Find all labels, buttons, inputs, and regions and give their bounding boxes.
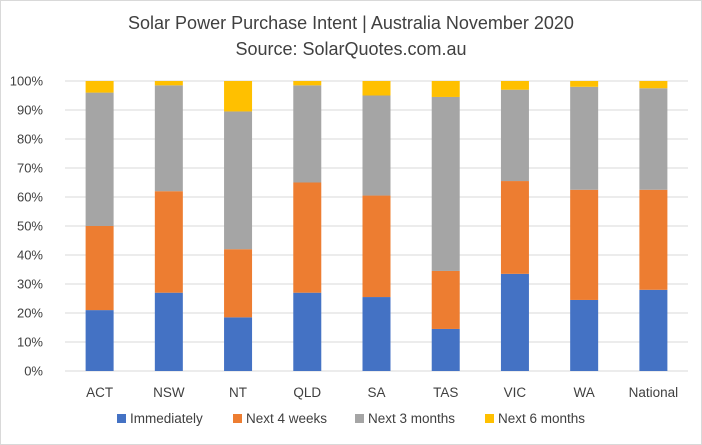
- bar-act-next-3-months: [85, 92, 114, 226]
- category-label: ACT: [86, 385, 113, 400]
- category-label: NT: [229, 385, 247, 400]
- category-label: NSW: [153, 385, 185, 400]
- bar-act-next-4-weeks: [85, 226, 114, 311]
- bar-vic-next-6-months: [500, 81, 529, 90]
- bar-nt-immediately: [224, 317, 253, 371]
- legend-label: Next 6 months: [498, 411, 585, 426]
- bar-wa-immediately: [570, 299, 599, 371]
- legend-swatch: [117, 414, 126, 423]
- bar-sa-next-6-months: [362, 81, 391, 96]
- category-label: SA: [367, 385, 385, 400]
- bar-tas-next-4-weeks: [431, 270, 460, 329]
- bar-nt-next-4-weeks: [224, 249, 253, 318]
- y-tick-label: 30%: [17, 277, 43, 292]
- bar-national-next-6-months: [639, 81, 668, 89]
- bar-national-immediately: [639, 289, 668, 371]
- bar-nt-next-6-months: [224, 81, 253, 112]
- bar-wa-next-3-months: [570, 86, 599, 190]
- bar-act-immediately: [85, 310, 114, 371]
- bar-nsw-next-3-months: [154, 85, 183, 192]
- y-tick-label: 0%: [24, 364, 43, 379]
- bar-qld-next-3-months: [293, 85, 322, 183]
- bar-nsw-next-4-weeks: [154, 191, 183, 293]
- bar-vic-immediately: [500, 273, 529, 371]
- bar-act-next-6-months: [85, 81, 114, 93]
- bar-national-next-4-weeks: [639, 189, 668, 290]
- legend-label: Immediately: [130, 411, 203, 426]
- y-axis-ticks: 0% 10% 20% 30% 40% 50% 60% 70% 80% 90% 100%: [10, 74, 44, 379]
- y-tick-label: 70%: [17, 161, 43, 176]
- chart-subtitle: Source: SolarQuotes.com.au: [235, 39, 466, 59]
- bar-wa-next-6-months: [570, 81, 599, 87]
- y-tick-label: 60%: [17, 190, 43, 205]
- y-tick-label: 20%: [17, 306, 43, 321]
- legend-label: Next 4 weeks: [246, 411, 327, 426]
- category-label: WA: [574, 385, 595, 400]
- bars: [85, 81, 668, 371]
- y-tick-label: 100%: [10, 74, 44, 89]
- bar-nsw-immediately: [154, 292, 183, 371]
- bar-sa-next-4-weeks: [362, 195, 391, 298]
- y-tick-label: 40%: [17, 248, 43, 263]
- bar-qld-immediately: [293, 292, 322, 371]
- bar-wa-next-4-weeks: [570, 189, 599, 300]
- category-label: QLD: [293, 385, 321, 400]
- category-label: TAS: [433, 385, 458, 400]
- bar-vic-next-4-weeks: [500, 181, 529, 274]
- y-tick-label: 80%: [17, 132, 43, 147]
- bar-nt-next-3-months: [224, 111, 253, 250]
- category-label: National: [629, 385, 679, 400]
- category-label: VIC: [504, 385, 527, 400]
- bar-qld-next-6-months: [293, 81, 322, 86]
- bar-qld-next-4-weeks: [293, 182, 322, 293]
- y-tick-label: 10%: [17, 335, 43, 350]
- y-tick-label: 50%: [17, 219, 43, 234]
- x-axis-categories: ACT NSW NT QLD SA TAS VIC WA National: [86, 385, 678, 400]
- legend-label: Next 3 months: [368, 411, 455, 426]
- bar-tas-next-6-months: [431, 81, 460, 97]
- bar-tas-immediately: [431, 328, 460, 371]
- legend: Immediately Next 4 weeks Next 3 months Next…: [117, 411, 585, 426]
- bar-sa-immediately: [362, 297, 391, 371]
- legend-swatch: [485, 414, 494, 423]
- bar-national-next-3-months: [639, 88, 668, 190]
- bar-tas-next-3-months: [431, 96, 460, 271]
- y-tick-label: 90%: [17, 103, 43, 118]
- legend-swatch: [355, 414, 364, 423]
- bar-nsw-next-6-months: [154, 81, 183, 86]
- chart-title: Solar Power Purchase Intent | Australia …: [128, 13, 574, 33]
- legend-swatch: [233, 414, 242, 423]
- bar-sa-next-3-months: [362, 95, 391, 196]
- bar-vic-next-3-months: [500, 89, 529, 182]
